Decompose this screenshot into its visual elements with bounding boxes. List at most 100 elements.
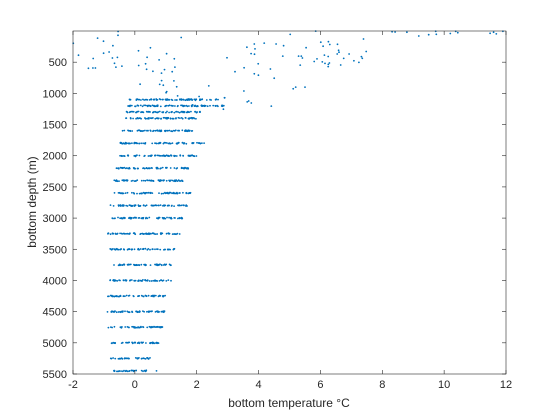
data-point xyxy=(164,130,167,133)
data-point xyxy=(112,205,115,207)
data-point xyxy=(152,129,155,132)
data-point xyxy=(122,279,125,282)
data-point xyxy=(142,142,145,145)
data-point xyxy=(149,192,152,194)
data-point xyxy=(144,104,147,107)
data-point xyxy=(154,154,157,157)
data-point xyxy=(111,294,113,297)
data-point xyxy=(117,216,119,219)
data-point xyxy=(126,370,129,373)
data-point xyxy=(171,204,173,207)
data-point xyxy=(113,179,116,182)
data-point xyxy=(120,217,123,220)
data-point xyxy=(131,130,134,132)
data-point xyxy=(114,248,117,251)
data-point xyxy=(394,31,396,33)
data-point xyxy=(151,204,154,207)
data-point xyxy=(178,129,181,132)
data-point xyxy=(427,33,430,36)
data-point xyxy=(195,111,198,114)
data-point xyxy=(321,61,324,63)
data-point xyxy=(148,117,150,119)
data-point xyxy=(178,217,181,220)
data-point xyxy=(125,117,128,119)
data-point xyxy=(138,311,141,313)
data-point xyxy=(165,117,168,120)
data-point xyxy=(140,279,142,282)
data-point xyxy=(257,74,260,77)
data-point xyxy=(148,233,151,236)
data-point xyxy=(181,110,184,113)
data-point xyxy=(133,248,136,251)
data-point xyxy=(146,310,148,313)
data-point xyxy=(182,155,185,157)
data-point xyxy=(137,49,140,52)
data-point xyxy=(186,111,189,114)
data-point xyxy=(163,204,165,207)
data-point xyxy=(113,264,115,266)
data-point xyxy=(128,370,131,372)
data-point xyxy=(134,264,137,267)
data-point xyxy=(177,116,180,119)
data-point xyxy=(201,104,204,107)
x-tick-label: 8 xyxy=(379,379,385,391)
data-point xyxy=(167,155,170,158)
data-point xyxy=(158,110,161,113)
data-point xyxy=(147,104,150,107)
data-point xyxy=(118,370,121,372)
data-point xyxy=(146,357,149,359)
data-point xyxy=(128,233,131,235)
data-point xyxy=(158,59,161,61)
plot-area-frame xyxy=(72,30,507,375)
data-point xyxy=(126,263,129,266)
data-point xyxy=(149,357,151,359)
data-point xyxy=(121,370,124,373)
data-point xyxy=(94,67,97,69)
data-point xyxy=(150,155,152,158)
data-point xyxy=(254,48,256,50)
data-point xyxy=(106,311,109,313)
data-point xyxy=(327,63,330,66)
data-point xyxy=(206,105,209,108)
data-point xyxy=(131,325,134,328)
data-point xyxy=(146,326,149,329)
data-point xyxy=(121,65,123,67)
data-point xyxy=(406,31,408,34)
data-point xyxy=(391,30,393,33)
data-point xyxy=(190,130,193,132)
data-point xyxy=(165,111,167,114)
data-point xyxy=(178,192,181,194)
data-point xyxy=(165,232,168,235)
data-point xyxy=(130,180,133,182)
data-point xyxy=(122,204,125,207)
data-point xyxy=(137,217,140,219)
data-point xyxy=(127,105,130,107)
data-point xyxy=(179,154,182,157)
data-point xyxy=(92,57,95,60)
data-point xyxy=(127,357,130,360)
data-point xyxy=(170,98,173,101)
data-point xyxy=(336,53,339,55)
data-point xyxy=(141,130,144,133)
data-point xyxy=(495,33,498,35)
data-point xyxy=(129,104,132,107)
data-point xyxy=(144,279,146,281)
data-point xyxy=(188,98,191,101)
data-point xyxy=(147,179,149,182)
data-point xyxy=(198,111,201,113)
data-point xyxy=(194,99,197,102)
data-point xyxy=(161,232,164,235)
data-point xyxy=(149,264,152,266)
data-point xyxy=(185,192,188,195)
data-point xyxy=(123,217,126,220)
data-point xyxy=(253,72,256,75)
data-point xyxy=(137,204,140,207)
data-point xyxy=(188,129,191,132)
data-point xyxy=(126,310,129,313)
data-point xyxy=(203,104,206,107)
data-point xyxy=(156,104,159,107)
data-point xyxy=(153,99,155,101)
data-point xyxy=(165,90,168,93)
data-point xyxy=(119,204,121,207)
